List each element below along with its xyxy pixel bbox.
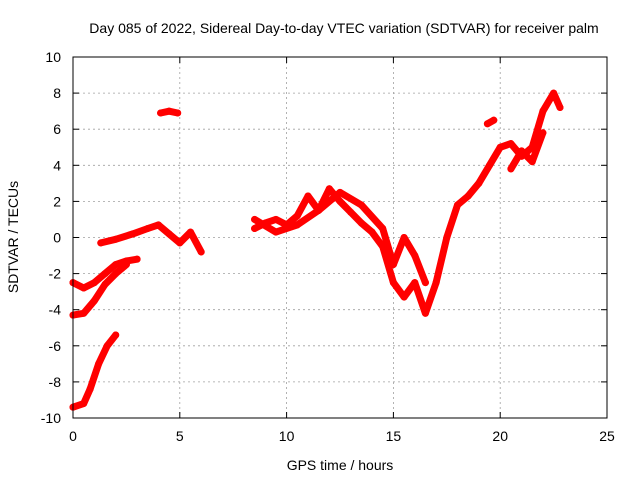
data-point [379,224,387,232]
y-tick-label: -6 [49,338,62,354]
data-point [315,206,323,214]
x-axis-label: GPS time / hours [287,457,394,473]
data-point [293,221,301,229]
data-point [133,255,141,263]
y-tick-label: -4 [49,302,62,318]
data-point [165,230,173,238]
data-point [347,208,355,216]
tick-labels: 0 5 10 15 20 25 -10 -8 -6 -4 -2 0 2 4 6 8 10 [41,49,615,444]
data-point [550,89,558,97]
data-point [90,279,98,287]
x-tick-label: 0 [69,428,77,444]
data-point [464,192,472,200]
data-point [272,215,280,223]
data-point [165,107,173,115]
y-tick-label: -10 [41,410,61,426]
data-point [186,228,194,236]
data-point [336,188,344,196]
x-tick-label: 20 [492,428,508,444]
data-point [528,158,536,166]
data-point [539,129,547,137]
data-point [443,234,451,241]
data-point [112,331,120,339]
data-points [69,89,564,411]
y-tick-label: 6 [53,121,61,137]
data-point [357,219,365,227]
x-tick-label: 10 [279,428,295,444]
data-point [486,161,494,169]
data-point [103,342,111,350]
y-tick-label: 8 [53,85,61,101]
data-point [336,197,344,205]
data-point [197,248,205,256]
data-point [389,279,397,287]
data-point [95,360,103,368]
data-point [411,279,419,287]
data-point [112,261,120,269]
data-point [490,116,498,124]
y-axis-label: SDTVAR / TECUs [5,181,21,293]
data-point [154,221,162,229]
data-point [389,261,397,269]
data-point [432,279,440,287]
data-point [90,297,98,305]
data-point [157,109,165,117]
data-point [80,400,88,408]
data-point [112,235,120,243]
data-point [80,284,88,292]
data-point [556,104,564,112]
data-point [176,239,184,247]
data-point [325,185,333,193]
data-point [496,143,504,151]
data-point [129,230,137,238]
data-point [421,279,429,287]
y-tick-label: 10 [45,49,61,65]
chart-title: Day 085 of 2022, Sidereal Day-to-day VTE… [89,20,598,36]
data-point [101,280,109,288]
data-point [507,165,515,173]
data-point [357,201,365,209]
series-track-i [507,129,547,173]
x-tick-label: 5 [176,428,184,444]
data-point [97,239,105,247]
data-point [86,385,94,393]
data-point [539,107,547,115]
series-track-f [251,89,564,317]
data-point [272,228,280,236]
data-point [518,147,526,155]
data-point [122,261,130,269]
data-point [400,234,408,241]
data-point [421,309,429,317]
y-tick-label: -8 [49,374,62,390]
y-tick-label: 2 [53,193,61,209]
gridlines [73,57,607,418]
data-point [453,201,461,209]
y-tick-label: -2 [49,266,62,282]
x-tick-label: 15 [386,428,402,444]
data-point [251,215,259,223]
data-point [400,293,408,301]
data-point [411,252,419,260]
data-point [304,192,312,200]
data-point [101,270,109,278]
y-tick-label: 4 [53,157,61,173]
data-point [144,224,152,232]
x-tick-label: 25 [599,428,615,444]
data-point [112,270,120,278]
data-point [483,120,491,128]
data-point [251,224,259,232]
data-point [174,109,182,117]
data-point [475,179,483,187]
data-point [293,212,301,220]
data-point [368,228,376,236]
y-tick-label: 0 [53,230,61,246]
data-point [507,140,515,148]
data-point [80,309,88,317]
